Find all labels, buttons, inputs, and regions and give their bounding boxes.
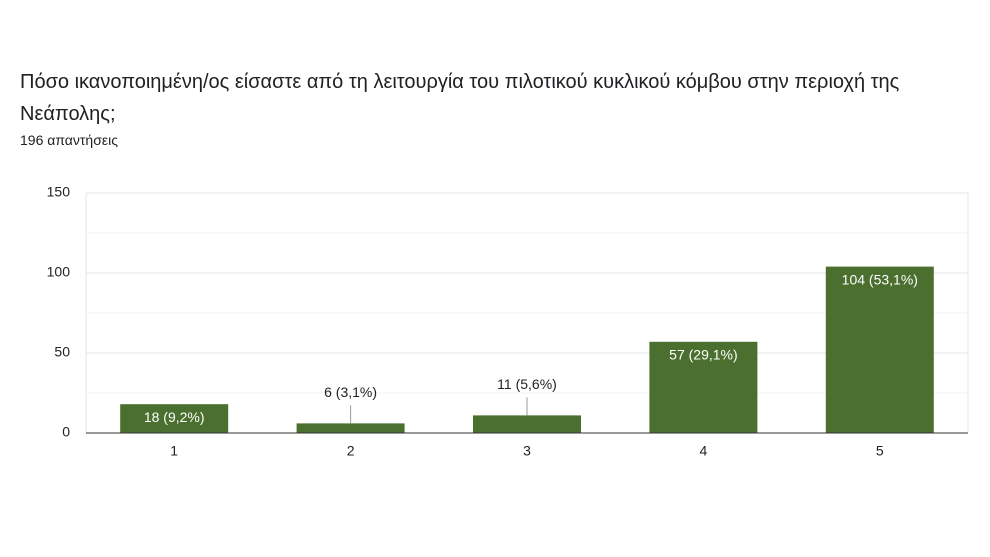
- x-tick-label: 5: [876, 443, 884, 459]
- data-label: 57 (29,1%): [669, 347, 737, 363]
- y-tick-label: 50: [54, 344, 70, 360]
- data-label: 104 (53,1%): [842, 271, 918, 287]
- bar: [825, 266, 934, 433]
- bar: [649, 341, 758, 433]
- bar: [473, 415, 581, 433]
- data-label: 11 (5,6%): [497, 376, 557, 392]
- x-tick-label: 1: [170, 443, 178, 459]
- y-tick-label: 150: [47, 184, 71, 200]
- y-tick-label: 100: [47, 264, 71, 280]
- x-tick-label: 4: [700, 443, 708, 459]
- data-label: 6 (3,1%): [324, 384, 377, 400]
- chart-title: Πόσο ικανοποιημένη/ος είσαστε από τη λει…: [20, 71, 900, 125]
- y-tick-label: 0: [62, 424, 70, 440]
- bar: [296, 423, 405, 433]
- x-tick-label: 3: [523, 443, 531, 459]
- data-label: 18 (9,2%): [144, 409, 205, 425]
- x-tick-label: 2: [347, 443, 355, 459]
- chart-subtitle: 196 απαντήσεις: [20, 132, 118, 148]
- bar: [120, 404, 229, 433]
